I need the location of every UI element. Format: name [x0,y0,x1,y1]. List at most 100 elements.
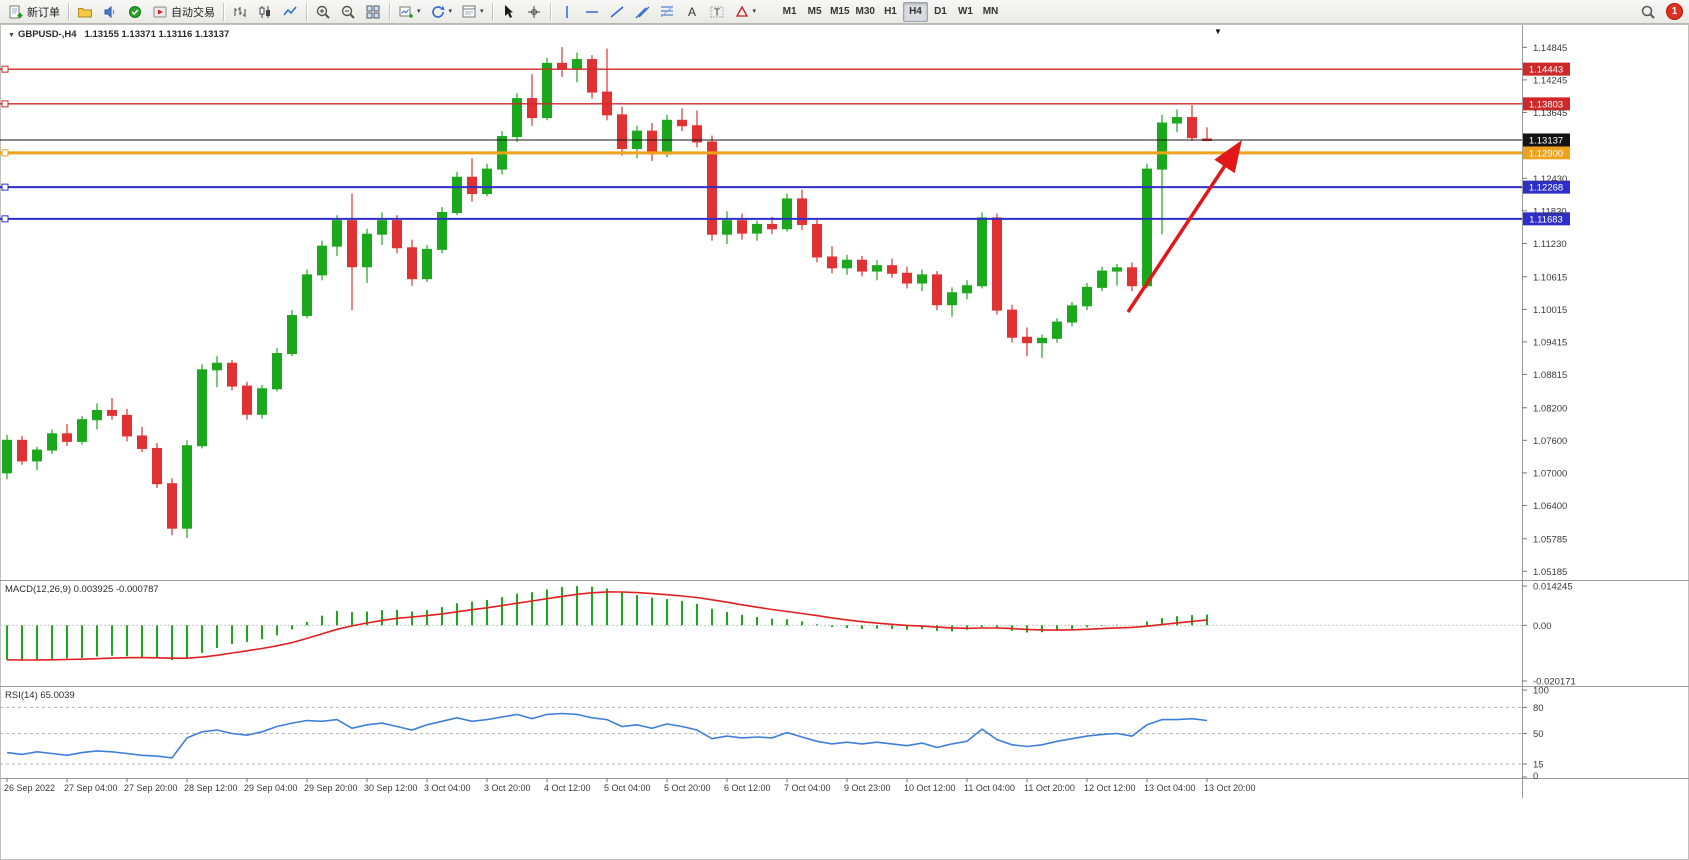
hline-handle[interactable] [1,100,9,108]
price-axis-label: 1.10015 [1533,305,1567,316]
text-tool-button[interactable]: A [680,2,704,22]
search-button[interactable] [1636,2,1660,22]
candle-body [992,217,1002,311]
vertical-line-tool-button[interactable] [555,2,579,22]
candle-body [857,259,867,272]
candlestick-chart-button[interactable] [253,2,277,22]
candle-body [1052,321,1062,339]
candle-body [212,362,222,371]
zoom-out-button[interactable] [336,2,360,22]
time-axis-label: 9 Oct 23:00 [844,783,891,793]
auto-trading-button[interactable]: 自动交易 [148,2,219,22]
timeframe-button-M15[interactable]: M15 [827,2,852,22]
collapse-caret-icon[interactable]: ▼ [8,32,15,39]
bar-chart-icon [234,6,246,17]
candle-body [842,259,852,269]
candle-body [722,220,732,235]
time-axis-label: 13 Oct 20:00 [1204,783,1256,793]
price-axis-label: 1.08815 [1533,370,1567,381]
timeframe-toolbar: M1 M5 M15 M30 H1 H4 D1 W1 MN [777,1,1003,22]
candle-body [152,447,162,485]
profiles-button[interactable] [73,2,97,22]
timeframe-button-H4[interactable]: H4 [902,1,928,22]
candle-body [272,353,282,390]
time-axis-label: 13 Oct 04:00 [1144,783,1196,793]
templates-button[interactable]: ▾ [457,2,488,22]
candle-body [17,439,27,462]
timeframe-button-W1[interactable]: W1 [953,2,978,22]
shapes-icon [735,5,748,17]
price-axis-label: 1.14845 [1533,43,1567,54]
price-axis-label: 1.14245 [1533,75,1567,86]
hline-handle[interactable] [1,149,9,157]
sound-button[interactable] [98,2,122,22]
time-axis-label: 27 Sep 04:00 [64,783,118,793]
dropdown-caret-icon: ▾ [448,8,453,15]
one-click-trading-caret[interactable]: ▼ [1214,27,1222,36]
zoom-in-button[interactable] [311,2,335,22]
line-chart-button[interactable] [278,2,302,22]
market-watch-button[interactable] [123,2,147,22]
candle-body [902,272,912,284]
rsi-line [6,712,1208,759]
hline-1.11683-tag-label: 1.11683 [1529,214,1563,225]
timeframe-button-MN[interactable]: MN [978,2,1003,22]
macd-axis-label: 0.00 [1533,621,1552,632]
macd-axis-label: -0.020171 [1533,677,1576,688]
time-axis-label: 10 Oct 12:00 [904,783,956,793]
candle-body [167,483,177,529]
price-axis: 1.14845 1.14245 1.13645 1.12430 1.11830 1.112… [1522,43,1567,578]
hline-1.12268-tag[interactable] [1523,180,1570,194]
tile-windows-button[interactable] [361,2,385,22]
new-chart-button[interactable]: ▾ [394,2,425,22]
text-label-tool-button[interactable]: T [705,2,729,22]
macd-signal-line [6,591,1208,661]
candle-body [2,439,12,474]
chart-cycle-button[interactable]: ▾ [426,2,457,22]
shapes-tool-button[interactable]: ▾ [730,2,761,22]
hline-handle[interactable] [1,215,9,223]
channel-tool-button[interactable] [630,2,654,22]
refresh-icon [431,5,445,18]
cursor-tool-button[interactable] [497,2,521,22]
time-axis-label: 11 Oct 04:00 [964,783,1015,793]
crosshair-tool-button[interactable] [522,2,546,22]
macd-indicator-label: MACD(12,26,9) 0.003925 -0.000787 [5,584,159,595]
fibonacci-tool-button[interactable] [655,2,679,22]
notification-badge[interactable]: 1 [1666,3,1683,20]
price-axis-label: 1.07600 [1533,436,1567,447]
price-axis-label: 1.05185 [1533,567,1567,578]
hline-1.12900-tag[interactable] [1523,146,1570,160]
hline-1.11683-tag[interactable] [1523,212,1570,226]
rsi-axis-label: 0 [1533,771,1538,782]
horizontal-line-objects[interactable]: 1.14443 1.13803 1.12900 1.12268 1.11683 1.131… [0,62,1570,226]
new-chart-icon [399,6,413,18]
new-order-button[interactable]: 新订单 [4,2,64,22]
bar-chart-button[interactable] [228,2,252,22]
candle-body [887,265,897,274]
candle-body [287,315,297,355]
candle-body [182,445,192,529]
timeframe-button-D1[interactable]: D1 [928,2,953,22]
rsi-indicator-label: RSI(14) 65.0039 [5,690,75,701]
timeframe-button-M5[interactable]: M5 [802,2,827,22]
candle-body [407,247,417,280]
zoom-out-icon [341,5,355,19]
trend-arrow-annotation[interactable] [1126,140,1242,313]
hline-1.12900-tag-label: 1.12900 [1529,148,1563,159]
hline-handle[interactable] [1,65,9,73]
timeframe-button-H1[interactable]: H1 [878,2,903,22]
hline-1.13803-tag[interactable] [1523,97,1570,111]
timeframe-button-M30[interactable]: M30 [853,2,878,22]
trendline-tool-button[interactable] [605,2,629,22]
candle-body [392,220,402,249]
fibonacci-icon [660,5,673,17]
timeframe-button-M1[interactable]: M1 [777,2,802,22]
hline-handle[interactable] [1,183,9,191]
hline-1.14443-tag[interactable] [1523,62,1570,76]
current-price-tag[interactable] [1523,133,1570,147]
toolbar-separator [306,2,307,21]
horizontal-line-tool-button[interactable] [580,2,604,22]
dropdown-caret-icon: ▾ [752,8,757,15]
